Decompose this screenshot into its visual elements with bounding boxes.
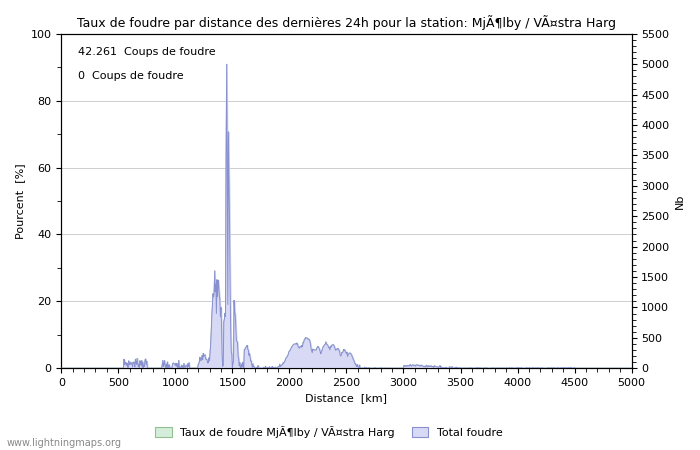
Title: Taux de foudre par distance des dernières 24h pour la station: MjÃ¶lby / VÃ¤stra: Taux de foudre par distance des dernière… bbox=[77, 15, 616, 30]
Text: www.lightningmaps.org: www.lightningmaps.org bbox=[7, 438, 122, 448]
Y-axis label: Pourcent  [%]: Pourcent [%] bbox=[15, 163, 25, 239]
Legend: Taux de foudre MjÃ¶lby / VÃ¤stra Harg, Total foudre: Taux de foudre MjÃ¶lby / VÃ¤stra Harg, T… bbox=[150, 421, 508, 442]
Text: 0  Coups de foudre: 0 Coups de foudre bbox=[78, 71, 184, 81]
Text: 42.261  Coups de foudre: 42.261 Coups de foudre bbox=[78, 47, 216, 57]
X-axis label: Distance  [km]: Distance [km] bbox=[305, 393, 387, 404]
Y-axis label: Nb: Nb bbox=[675, 194, 685, 209]
